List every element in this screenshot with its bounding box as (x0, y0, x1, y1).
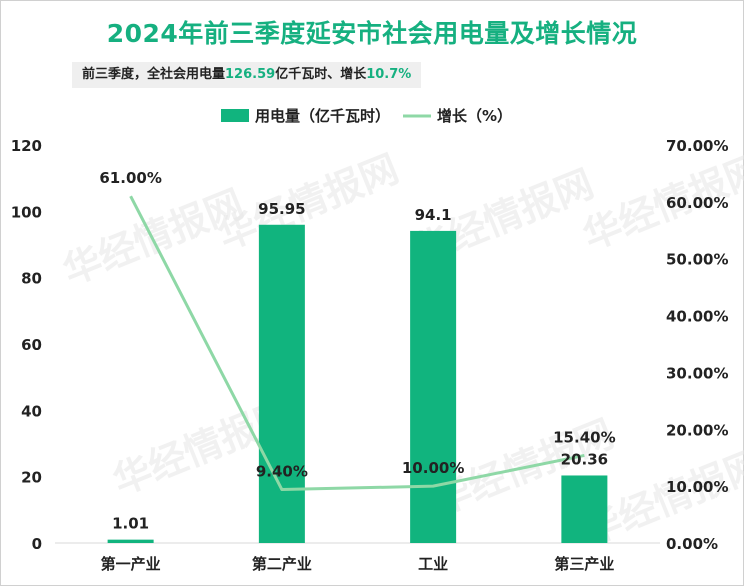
y-left-tick-label: 0 (32, 535, 42, 553)
bar-value-label: 95.95 (258, 200, 305, 218)
y-right-tick-label: 0.00% (666, 535, 718, 553)
y-left-tick-label: 60 (21, 336, 42, 354)
x-tick-label: 第三产业 (554, 555, 614, 573)
line-value-label: 15.40% (553, 428, 615, 446)
y-left-tick-label: 100 (11, 203, 42, 221)
y-left-tick-label: 80 (21, 270, 42, 288)
y-right-tick-label: 10.00% (666, 478, 728, 496)
x-tick-label: 工业 (418, 555, 448, 573)
y-right-tick-label: 20.00% (666, 421, 728, 439)
chart-subtitle: 前三季度，全社会用电量126.59亿千瓦时、增长10.7% (72, 62, 422, 88)
legend-bar-label: 用电量（亿千瓦时） (255, 107, 390, 125)
subtitle-amount: 126.59 (225, 67, 276, 82)
y-right-tick-label: 40.00% (666, 308, 728, 326)
growth-line (129, 195, 585, 492)
subtitle-growth: 10.7% (366, 67, 412, 82)
legend-line-label: 增长（%） (437, 107, 512, 125)
y-right-tick-label: 70.00% (666, 137, 728, 155)
bar (258, 224, 305, 543)
y-right-tick-label: 50.00% (666, 251, 728, 269)
bar-value-label: 20.36 (561, 450, 608, 468)
x-tick-label: 第二产业 (252, 555, 312, 573)
bar (410, 230, 457, 543)
bar-value-label: 1.01 (112, 515, 149, 533)
subtitle-prefix: 前三季度，全社会用电量 (82, 67, 226, 82)
y-left-tick-label: 40 (21, 402, 42, 420)
y-right-tick-label: 30.00% (666, 364, 728, 382)
bar (107, 539, 154, 543)
x-tick-label: 第一产业 (101, 555, 161, 573)
y-left-tick-label: 120 (11, 137, 42, 155)
line-value-label: 10.00% (402, 459, 464, 477)
y-left-tick-label: 20 (21, 469, 42, 487)
line-value-label: 9.40% (256, 463, 308, 481)
bar (561, 475, 608, 543)
legend-bar-swatch (221, 109, 249, 122)
subtitle-mid: 亿千瓦时、增长 (275, 67, 367, 82)
chart-title: 2024年前三季度延安市社会用电量及增长情况 (106, 19, 638, 48)
line-value-label: 61.00% (99, 169, 161, 187)
y-right-tick-label: 60.00% (666, 194, 728, 212)
bar-value-label: 94.1 (415, 206, 452, 224)
